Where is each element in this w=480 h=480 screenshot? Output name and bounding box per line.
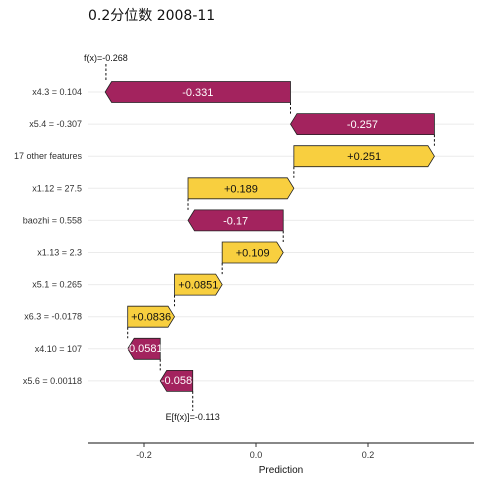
feature-label: x4.10 = 107 bbox=[35, 344, 82, 354]
x-tick-label: 0.2 bbox=[362, 450, 375, 460]
feature-label: baozhi = 0.558 bbox=[23, 215, 82, 225]
bar-value-label: +0.109 bbox=[236, 248, 270, 260]
bar-value-label: -0.0581 bbox=[125, 343, 162, 355]
connector-layer bbox=[105, 64, 435, 411]
positive-bar bbox=[221, 241, 284, 264]
positive-bar bbox=[293, 145, 435, 168]
bar-value-label: +0.0851 bbox=[178, 280, 218, 292]
grid-layer bbox=[88, 91, 474, 382]
feature-label: x1.13 = 2.3 bbox=[37, 248, 82, 258]
bar-value-label: +0.251 bbox=[347, 151, 381, 163]
positive-bar bbox=[174, 273, 223, 296]
x-axis-title: Prediction bbox=[259, 465, 303, 476]
x-tick-label: 0.0 bbox=[250, 450, 263, 460]
chart-title: 0.2分位数 2008-11 bbox=[88, 8, 216, 24]
negative-bar bbox=[187, 209, 284, 232]
bar-value-label: -0.331 bbox=[182, 87, 213, 99]
x-tick-label: -0.2 bbox=[136, 450, 152, 460]
feature-label: x1.12 = 27.5 bbox=[32, 183, 82, 193]
feature-label: 17 other features bbox=[14, 151, 83, 161]
fx-label: f(x)=-0.268 bbox=[84, 53, 128, 63]
bar-value-label: -0.257 bbox=[347, 119, 378, 131]
bar-value-label: +0.189 bbox=[224, 183, 258, 195]
x-axis: -0.2 0.0 0.2 Prediction bbox=[88, 442, 474, 476]
base-label: E[f(x)]=-0.113 bbox=[166, 412, 220, 422]
feature-label: x5.4 = -0.307 bbox=[29, 119, 82, 129]
negative-bar bbox=[127, 337, 161, 360]
bar-layer: -0.331 -0.257 +0.251 +0.189 -0.17 +0.109 +0.08… bbox=[104, 81, 435, 392]
feature-label: x5.1 = 0.265 bbox=[32, 280, 82, 290]
negative-bar bbox=[290, 113, 435, 135]
feature-label-layer: x4.3 = 0.104 x5.4 = -0.307 17 other featur… bbox=[14, 87, 83, 386]
positive-bar bbox=[127, 305, 175, 328]
bar-value-label: +0.0836 bbox=[131, 312, 171, 324]
bar-value-label: -0.058 bbox=[161, 375, 192, 387]
feature-label: x4.3 = 0.104 bbox=[32, 87, 82, 97]
feature-label: x5.6 = 0.00118 bbox=[23, 376, 82, 386]
negative-bar bbox=[159, 370, 194, 392]
negative-bar bbox=[104, 81, 291, 103]
bar-value-label: -0.17 bbox=[223, 215, 248, 227]
feature-label: x6.3 = -0.0178 bbox=[24, 312, 82, 322]
positive-bar bbox=[187, 177, 295, 200]
annotation-layer: f(x)=-0.268 E[f(x)]=-0.113 bbox=[84, 53, 220, 422]
